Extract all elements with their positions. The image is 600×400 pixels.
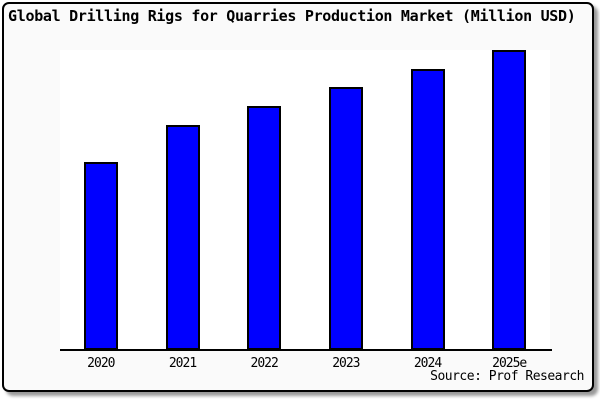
source-credit: Source: Prof Research — [430, 369, 584, 384]
x-tick-label: 2023 — [332, 356, 360, 371]
bar-2022 — [247, 106, 282, 350]
x-tick-label: 2021 — [168, 356, 197, 371]
bar-2025e — [492, 50, 527, 350]
bar-2021 — [165, 125, 200, 350]
chart-frame: Global Drilling Rigs for Quarries Produc… — [2, 2, 594, 392]
bar-slot — [305, 50, 387, 350]
bar-2024 — [410, 69, 445, 350]
x-tick-label: 2022 — [250, 356, 279, 371]
x-axis-labels: 2020 2021 2022 2023 2024 2025e — [60, 356, 550, 371]
plot-area — [60, 50, 550, 350]
bar-2023 — [328, 87, 363, 350]
x-tick-label: 2024 — [413, 356, 442, 371]
bar-slot — [223, 50, 305, 350]
bar-2020 — [83, 162, 118, 350]
bar-slot — [60, 50, 142, 350]
x-tick-label: 2025e — [492, 356, 527, 371]
bar-slot — [468, 50, 550, 350]
chart-title: Global Drilling Rigs for Quarries Produc… — [8, 7, 576, 25]
chart-canvas: Global Drilling Rigs for Quarries Produc… — [4, 4, 592, 390]
x-tick-label: 2020 — [87, 356, 115, 371]
bar-slot — [387, 50, 469, 350]
bar-slot — [142, 50, 224, 350]
x-axis-line — [60, 349, 552, 351]
